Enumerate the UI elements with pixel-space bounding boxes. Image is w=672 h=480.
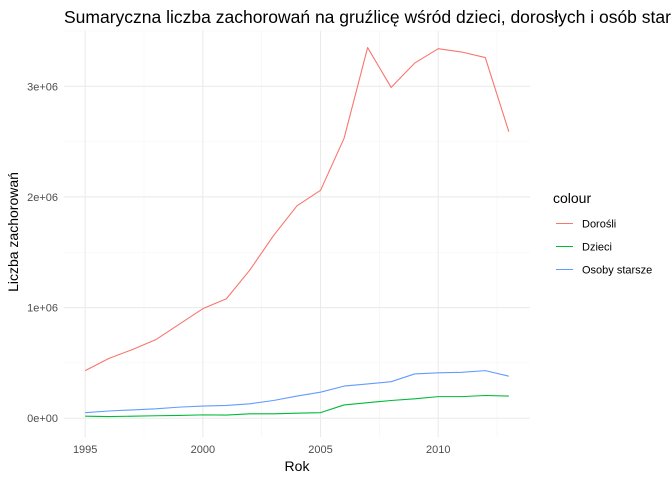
legend-title: colour xyxy=(553,190,591,206)
legend-label: Dzieci xyxy=(582,242,612,254)
x-axis-title: Rok xyxy=(285,458,311,474)
legend-label: Dorośli xyxy=(582,219,616,231)
y-tick-label: 0e+00 xyxy=(27,413,58,425)
chart-title: Sumaryczna liczba zachorowań na gruźlicę… xyxy=(64,7,671,27)
legend-item: Dorośli xyxy=(556,219,616,231)
series-line xyxy=(85,394,509,418)
y-tick-label: 3e+06 xyxy=(27,81,58,93)
x-tick-label: 2000 xyxy=(191,444,215,456)
x-tick-label: 2010 xyxy=(426,444,450,456)
legend-item: Dzieci xyxy=(556,242,612,254)
legend: colour Dorośli Dzieci Osoby starsze xyxy=(553,190,652,277)
legend-item: Osoby starsze xyxy=(556,265,652,277)
legend-label: Osoby starsze xyxy=(582,265,652,277)
grid-lines xyxy=(64,30,530,437)
axis-tick-labels: 1995 2000 2005 2010 0e+00 1e+06 2e+06 3e+06 xyxy=(27,81,450,456)
y-axis-title: Liczba zachorowań xyxy=(5,172,21,292)
series-line xyxy=(84,47,510,372)
series-line xyxy=(85,370,509,414)
y-tick-label: 1e+06 xyxy=(27,303,58,315)
y-tick-label: 2e+06 xyxy=(27,192,58,204)
x-tick-label: 1995 xyxy=(73,444,97,456)
legend-items: Dorośli Dzieci Osoby starsze xyxy=(556,219,652,277)
series-lines xyxy=(84,47,510,418)
x-tick-label: 2005 xyxy=(308,444,332,456)
